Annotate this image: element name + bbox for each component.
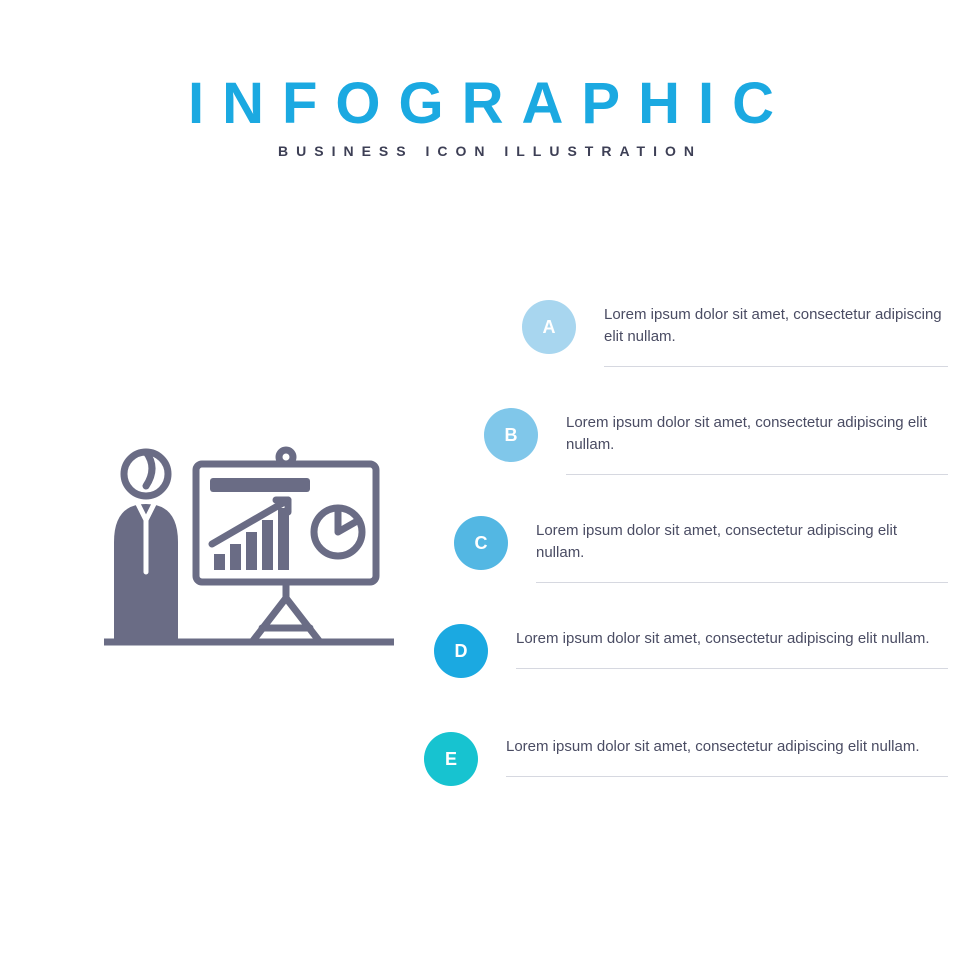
step-divider (506, 776, 948, 777)
page-subtitle: BUSINESS ICON ILLUSTRATION (0, 143, 980, 159)
step-c: C Lorem ipsum dolor sit amet, consectetur… (454, 516, 948, 583)
step-divider (566, 474, 948, 475)
step-b: B Lorem ipsum dolor sit amet, consectetur… (484, 408, 948, 475)
header: INFOGRAPHIC BUSINESS ICON ILLUSTRATION (0, 0, 980, 159)
step-e: E Lorem ipsum dolor sit amet, consectetur… (424, 732, 948, 786)
step-desc: Lorem ipsum dolor sit amet, consectetur … (604, 304, 948, 366)
step-badge: B (484, 408, 538, 462)
step-desc: Lorem ipsum dolor sit amet, consectetur … (536, 520, 948, 582)
step-text: Lorem ipsum dolor sit amet, consectetur … (566, 408, 948, 475)
step-divider (536, 582, 948, 583)
step-text: Lorem ipsum dolor sit amet, consectetur … (516, 624, 948, 669)
step-badge: C (454, 516, 508, 570)
step-desc: Lorem ipsum dolor sit amet, consectetur … (506, 736, 948, 776)
step-badge: D (434, 624, 488, 678)
page-title: INFOGRAPHIC (0, 70, 980, 137)
step-divider (604, 366, 948, 367)
step-text: Lorem ipsum dolor sit amet, consectetur … (536, 516, 948, 583)
step-desc: Lorem ipsum dolor sit amet, consectetur … (566, 412, 948, 474)
presentation-person-chart-icon (104, 442, 394, 662)
step-badge: A (522, 300, 576, 354)
step-text: Lorem ipsum dolor sit amet, consectetur … (506, 732, 948, 777)
step-d: D Lorem ipsum dolor sit amet, consectetur… (434, 624, 948, 678)
step-desc: Lorem ipsum dolor sit amet, consectetur … (516, 628, 948, 668)
step-divider (516, 668, 948, 669)
step-text: Lorem ipsum dolor sit amet, consectetur … (604, 300, 948, 367)
step-badge: E (424, 732, 478, 786)
content-area: A Lorem ipsum dolor sit amet, consectetur… (0, 300, 980, 900)
step-a: A Lorem ipsum dolor sit amet, consectetur… (522, 300, 948, 367)
